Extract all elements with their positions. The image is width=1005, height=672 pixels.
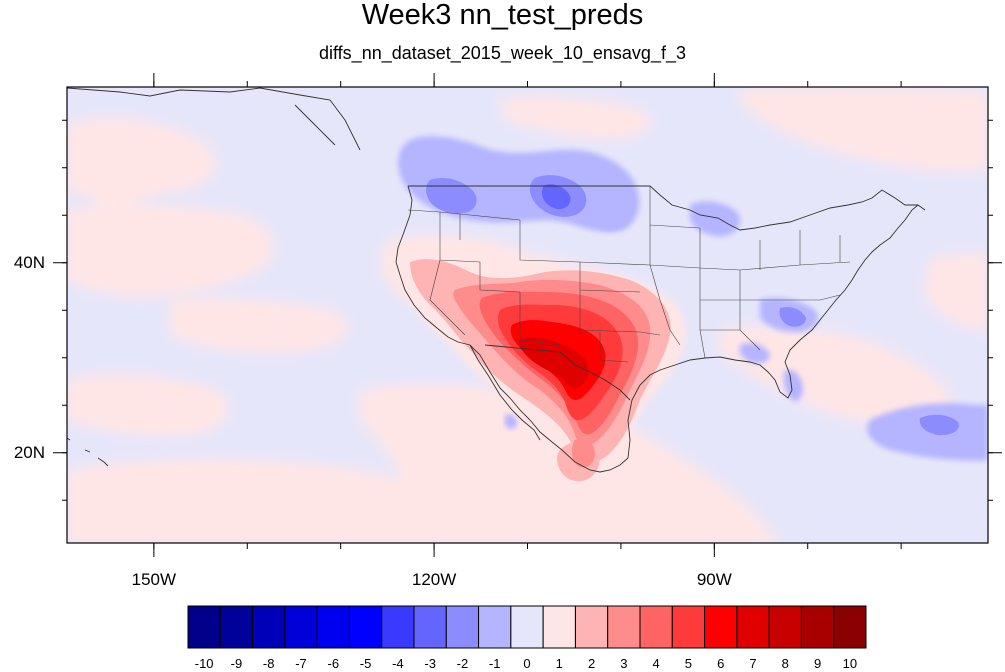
colorbar-label: 9 bbox=[813, 656, 822, 671]
colorbar-label: -4 bbox=[392, 656, 404, 671]
lon-label: 120W bbox=[411, 570, 457, 589]
colorbar-label: 2 bbox=[587, 656, 596, 671]
colorbar-label: 10 bbox=[842, 656, 858, 671]
colorbar-swatch bbox=[348, 605, 383, 649]
colorbar-swatch bbox=[542, 605, 576, 649]
colorbar-swatch bbox=[671, 605, 706, 649]
colorbar-label: 7 bbox=[749, 656, 757, 671]
colorbar-swatch bbox=[574, 605, 609, 649]
colorbar-label: -8 bbox=[262, 656, 275, 671]
colorbar-swatch bbox=[187, 605, 221, 649]
colorbar-swatch bbox=[833, 605, 867, 649]
lon-label: 90W bbox=[696, 570, 732, 589]
colorbar-swatch bbox=[478, 605, 512, 649]
colorbar-label: 1 bbox=[555, 656, 563, 671]
colorbar-swatch bbox=[607, 605, 641, 649]
map-ticks bbox=[53, 73, 1002, 557]
colorbar-swatch bbox=[381, 605, 415, 649]
colorbar-label: 6 bbox=[717, 656, 725, 671]
map-title: Week3 nn_test_preds bbox=[361, 0, 644, 31]
lat-label: 40N bbox=[13, 252, 45, 272]
lon-label: 150W bbox=[131, 570, 177, 589]
colorbar-label: 8 bbox=[781, 656, 789, 671]
colorbar-label: -9 bbox=[230, 656, 243, 671]
colorbar-label: -1 bbox=[488, 656, 501, 671]
colorbar-swatch bbox=[639, 605, 673, 649]
colorbar-label: 5 bbox=[684, 656, 693, 671]
colorbar-swatch bbox=[284, 605, 318, 649]
map-field bbox=[67, 87, 988, 543]
map-subtitle: diffs_nn_dataset_2015_week_10_ensavg_f_3 bbox=[319, 43, 686, 63]
colorbar-swatch bbox=[800, 605, 835, 649]
colorbar-swatch bbox=[510, 605, 544, 649]
colorbar-label: 0 bbox=[523, 656, 531, 671]
colorbar-swatch bbox=[219, 605, 254, 649]
colorbar-label: -3 bbox=[424, 656, 436, 671]
colorbar-label: -2 bbox=[456, 656, 469, 671]
colorbar-label: -5 bbox=[359, 656, 372, 671]
colorbar-label: -6 bbox=[327, 656, 340, 671]
colorbar-swatch bbox=[445, 605, 480, 649]
colorbar-swatch bbox=[768, 605, 802, 649]
colorbar-swatch bbox=[252, 605, 286, 649]
colorbar-label: 3 bbox=[620, 656, 628, 671]
coastlines bbox=[67, 87, 926, 473]
positive-anomaly-core bbox=[392, 249, 686, 482]
colorbar-label: 4 bbox=[652, 656, 660, 671]
colorbar-label: -10 bbox=[194, 656, 214, 671]
colorbar-swatch bbox=[704, 605, 738, 649]
colorbar-label: -7 bbox=[295, 656, 307, 671]
lat-label: 20N bbox=[13, 442, 45, 462]
colorbar-swatch bbox=[316, 605, 350, 649]
state-borders bbox=[407, 186, 851, 363]
colorbar-swatch bbox=[413, 605, 447, 649]
colorbar-swatch bbox=[736, 605, 770, 649]
